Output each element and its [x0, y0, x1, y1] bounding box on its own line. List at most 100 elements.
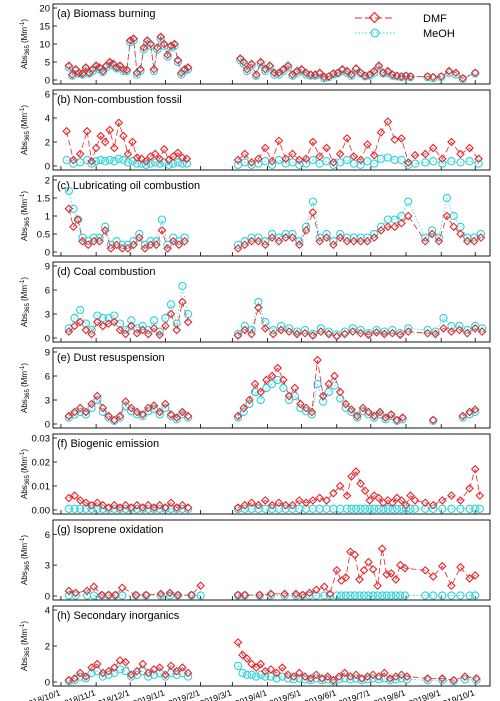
meoh-point	[312, 674, 321, 683]
meoh-point	[183, 413, 193, 422]
x-tick-label: 2019/3/1	[199, 687, 234, 701]
meoh-point	[165, 591, 175, 600]
dmf-point	[138, 410, 148, 419]
y-tick-label: 6	[45, 286, 50, 297]
dmf-point	[390, 135, 400, 144]
y-tick-label: 0.01	[32, 482, 51, 493]
dmf-point	[363, 236, 372, 246]
dmf-point	[143, 668, 153, 678]
meoh-point	[70, 313, 79, 323]
panel-frame	[52, 347, 491, 429]
meoh-point	[447, 504, 456, 513]
dmf-point	[262, 375, 271, 385]
y-label-close: )	[20, 277, 29, 280]
dmf-point	[78, 69, 87, 78]
dmf-point	[149, 401, 159, 410]
dmf-point	[109, 143, 119, 153]
meoh-point	[64, 63, 74, 72]
dmf-point	[111, 590, 120, 600]
dmf-point	[420, 565, 430, 575]
dmf-point	[465, 574, 474, 583]
dmf-point	[254, 236, 263, 246]
meoh-point	[87, 403, 96, 413]
dmf-point	[149, 324, 159, 333]
dmf-point	[163, 50, 172, 60]
dmf-point	[420, 149, 430, 159]
dmf-point	[324, 379, 334, 389]
meoh-point	[284, 324, 294, 333]
dmf-point	[83, 240, 93, 250]
dmf-point	[364, 557, 373, 567]
dmf-point	[301, 498, 311, 508]
dmf-point	[126, 503, 136, 512]
dmf-point	[254, 303, 263, 312]
meoh-point	[129, 36, 138, 45]
dmf-point	[329, 488, 338, 498]
dmf-point	[98, 403, 108, 413]
dmf-point	[139, 43, 149, 52]
meoh-point	[370, 229, 379, 239]
dmf-point	[75, 496, 85, 505]
dmf-point	[279, 64, 288, 74]
dmf-point	[301, 154, 311, 164]
dmf-point	[267, 371, 277, 381]
dmf-point	[254, 154, 263, 164]
meoh-point	[447, 591, 456, 600]
meoh-point	[382, 591, 391, 600]
dmf-point	[451, 68, 461, 78]
dmf-point	[242, 654, 252, 663]
dmf-point	[294, 155, 304, 165]
meoh-point	[151, 158, 160, 167]
meoh-point	[274, 155, 284, 165]
dmf-point	[121, 657, 130, 667]
dmf-point	[161, 670, 170, 680]
dmf-point	[342, 491, 352, 500]
dmf-point	[428, 572, 438, 581]
y-tick-label: 3	[45, 310, 50, 321]
dmf-point	[146, 240, 155, 250]
meoh-point	[89, 591, 99, 600]
meoh-point	[93, 504, 102, 513]
dmf-point	[260, 496, 270, 505]
y-label-sub: 365	[25, 647, 31, 658]
dmf-point	[178, 500, 187, 510]
x-tick-label: 2018/12/1	[92, 687, 131, 701]
y-axis-label: Abs365 (Mm-1)	[20, 621, 31, 671]
meoh-point	[183, 672, 193, 681]
y-label-sub: 365	[25, 45, 31, 56]
dmf-point	[437, 154, 447, 164]
meoh-point	[121, 667, 130, 676]
dmf-point	[138, 659, 148, 669]
panel-7: (g) Isoprene oxidation 0 3 6 Abs365 (Mm-1)	[20, 519, 491, 603]
meoh-point	[70, 504, 79, 513]
dmf-point	[159, 39, 169, 49]
meoh-point	[388, 504, 397, 513]
meoh-point	[438, 676, 447, 685]
meoh-point	[149, 316, 159, 325]
meoh-point	[442, 193, 452, 203]
y-label-close: )	[20, 621, 29, 624]
dmf-point	[349, 236, 359, 246]
dmf-point	[156, 589, 166, 599]
x-tick-label: 2019/6/1	[303, 687, 338, 701]
meoh-point	[170, 41, 179, 50]
dmf-point	[290, 383, 300, 393]
dmf-point	[165, 588, 175, 598]
meoh-point	[320, 74, 329, 83]
y-label-main: Abs	[20, 227, 29, 241]
meoh-point	[247, 670, 256, 679]
dmf-point	[406, 72, 415, 81]
meoh-point	[164, 160, 173, 169]
dmf-point	[69, 155, 78, 165]
meoh-point	[438, 591, 447, 600]
dmf-point	[296, 399, 305, 409]
y-label-sub: 365	[25, 131, 31, 142]
dmf-point	[166, 41, 176, 51]
meoh-point	[301, 222, 311, 231]
dmf-point	[121, 397, 130, 406]
meoh-point	[431, 327, 440, 336]
dmf-series-line	[68, 469, 481, 509]
dmf-point	[178, 407, 187, 417]
dmf-point	[75, 317, 85, 327]
meoh-point	[149, 66, 159, 76]
